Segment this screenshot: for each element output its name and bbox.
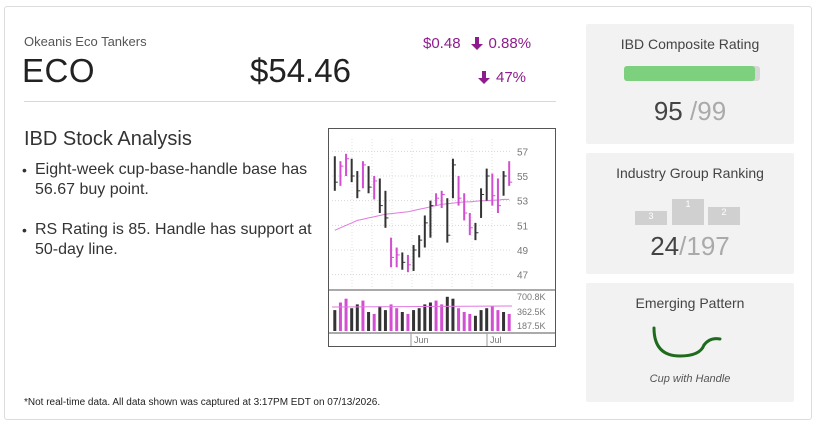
- analysis-bullets: Eight-week cup-base-handle base has 56.6…: [22, 160, 322, 280]
- change-percent: 0.88%: [488, 35, 532, 52]
- volume-tick-label: 700.8K: [517, 292, 546, 302]
- industry-ranking-panel[interactable]: Industry Group Ranking 3 1 2 24/197: [586, 153, 794, 274]
- pattern-name: Cup with Handle: [649, 373, 731, 385]
- podium-third-icon: 3: [635, 211, 667, 225]
- volume-bar: [507, 313, 511, 331]
- price-change: $0.48 0.88%: [423, 35, 531, 52]
- industry-rank-value: 24: [650, 231, 680, 261]
- composite-score-max: 99: [697, 96, 727, 126]
- volume-bar: [350, 308, 354, 331]
- volume-bar: [355, 304, 359, 331]
- industry-rank-total: 197: [686, 231, 730, 261]
- composite-rating-bar: [624, 66, 760, 81]
- volume-bar: [372, 313, 376, 331]
- composite-score-value: 95: [653, 96, 683, 126]
- volume-bar: [338, 302, 342, 331]
- volume-bar: [367, 312, 371, 331]
- volume-bar: [406, 313, 410, 331]
- price-tick-label: 55: [517, 172, 529, 183]
- volume-bar: [440, 304, 444, 331]
- price-tick-label: 57: [517, 147, 529, 158]
- down-arrow-icon: [478, 70, 490, 84]
- composite-rating-bar-fill: [624, 66, 755, 81]
- volume-bar: [395, 308, 399, 331]
- volume-bar: [445, 296, 449, 331]
- footnote: *Not real-time data. All data shown was …: [24, 397, 381, 408]
- analysis-bullet: RS Rating is 85. Handle has support at 5…: [22, 220, 322, 260]
- volume-bar: [344, 298, 348, 331]
- volume-bar: [485, 308, 489, 331]
- volume-change-percent: 47%: [496, 69, 527, 86]
- emerging-pattern-panel[interactable]: Emerging Pattern Cup with Handle: [586, 283, 794, 402]
- volume-tick-label: 362.5K: [517, 307, 546, 317]
- volume-bar: [502, 312, 506, 331]
- podium-second-icon: 2: [708, 207, 740, 225]
- volume-bar: [417, 308, 421, 331]
- volume-tick-label: 187.5K: [517, 321, 546, 331]
- volume-bar: [457, 308, 461, 331]
- analysis-title: IBD Stock Analysis: [24, 128, 192, 150]
- volume-bar: [479, 310, 483, 331]
- volume-bar: [428, 302, 432, 331]
- stock-chart-svg: 57 55 53 51 49 47 700.8K 362.5K 187.5K Jun Jul: [329, 139, 555, 346]
- ticker-symbol: ECO: [22, 52, 96, 89]
- podium-first-icon: 1: [672, 199, 704, 225]
- x-axis-label: Jul: [490, 335, 502, 345]
- company-name: Okeanis Eco Tankers: [24, 34, 147, 49]
- industry-ranking-title: Industry Group Ranking: [616, 165, 764, 181]
- cup-with-handle-icon: [652, 326, 722, 358]
- volume-bar: [361, 300, 365, 331]
- volume-bar: [462, 312, 466, 331]
- composite-rating-panel[interactable]: IBD Composite Rating 95 /99: [586, 24, 794, 144]
- volume-bar: [490, 306, 494, 331]
- volume-bar: [400, 312, 404, 331]
- stock-price: $54.46: [250, 52, 351, 89]
- analysis-bullet: Eight-week cup-base-handle base has 56.6…: [22, 160, 322, 200]
- volume-bar: [383, 310, 387, 331]
- volume-bar: [412, 310, 416, 331]
- emerging-pattern-title: Emerging Pattern: [635, 295, 745, 311]
- volume-bar: [434, 300, 438, 331]
- price-tick-label: 53: [517, 197, 529, 208]
- volume-bar: [389, 304, 393, 331]
- volume-bar: [468, 313, 472, 331]
- volume-bar: [333, 310, 337, 331]
- change-amount: $0.48: [423, 35, 461, 52]
- volume-bar: [473, 315, 477, 331]
- header-divider: [24, 101, 556, 102]
- volume-bar: [378, 306, 382, 331]
- x-axis-label: Jun: [414, 335, 429, 345]
- price-tick-label: 51: [517, 221, 529, 232]
- volume-change: 47%: [478, 69, 526, 86]
- price-tick-label: 49: [517, 246, 529, 257]
- composite-score: 95 /99: [653, 96, 727, 126]
- industry-rank: 24/197: [650, 231, 730, 261]
- down-arrow-icon: [470, 36, 483, 50]
- price-tick-label: 47: [517, 271, 529, 282]
- volume-bar: [423, 304, 427, 331]
- volume-average-line: [331, 305, 513, 308]
- stock-chart[interactable]: 57 55 53 51 49 47 700.8K 362.5K 187.5K Jun Jul: [328, 128, 556, 347]
- volume-bar: [451, 298, 455, 331]
- volume-bar: [496, 310, 500, 331]
- composite-rating-title: IBD Composite Rating: [620, 36, 760, 52]
